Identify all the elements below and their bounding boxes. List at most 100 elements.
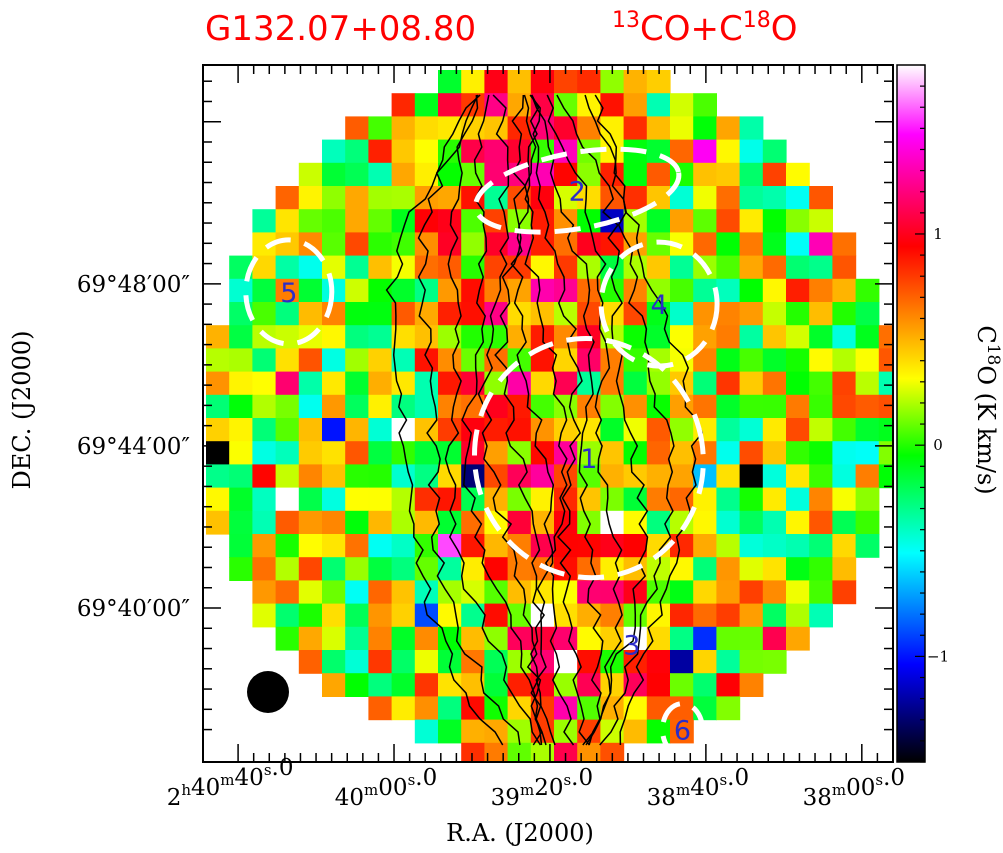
heatmap-cell [322,441,346,465]
heatmap-cell [786,534,810,558]
heatmap-cell [855,534,880,558]
heatmap-cell [786,603,810,628]
heatmap-cell [368,209,393,233]
heatmap-cell [832,418,857,442]
heatmap-cell [716,464,741,489]
heatmap-cell [438,487,462,512]
heatmap-cell [345,186,369,210]
heatmap-cell [530,418,555,442]
heatmap-cell [600,464,625,489]
heatmap-cell [739,580,764,605]
heatmap-cell [855,348,880,373]
heatmap-cell [414,557,439,581]
heatmap-cell [345,394,369,419]
heatmap-cell [855,394,880,419]
heatmap-cell [345,441,369,465]
heatmap-cell [275,348,300,373]
heatmap-cell [739,441,764,465]
heatmap-cell [252,302,277,326]
y-axis-label: DEC. (J2000) [8,331,36,490]
heatmap-cell [786,325,810,349]
heatmap-cell [832,487,857,512]
heatmap-cell [670,580,694,605]
heatmap-cell [554,719,578,744]
heatmap-cell [716,278,741,303]
heatmap-cell [646,441,671,465]
heatmap-cell [646,650,671,674]
heatmap-cell [786,626,810,651]
heatmap-cell [670,325,694,349]
heatmap-cell [716,255,741,280]
heatmap-cell [368,302,393,326]
heatmap-cell [206,510,230,535]
heatmap-cell [414,441,439,465]
heatmap-cell [670,441,694,465]
heatmap-cell [600,348,625,373]
heatmap-cell [275,487,300,512]
heatmap-cell [507,302,532,326]
heatmap-cell [530,580,555,605]
heatmap-cell [855,278,880,303]
heatmap-cell [739,278,764,303]
heatmap-cell [345,325,369,349]
heatmap-cell [762,418,787,442]
heatmap-cell [484,348,509,373]
contour-line [477,94,543,746]
heatmap-cell [368,186,393,210]
heatmap-cell [600,510,625,535]
heatmap-cell [368,580,393,605]
heatmap-cell [414,650,439,674]
heatmap-cell [484,441,509,465]
heatmap-cell [670,603,694,628]
clump-label: 1 [580,444,597,475]
heatmap-cell [554,70,578,94]
heatmap-cell [762,534,787,558]
heatmap-cell [762,603,787,628]
heatmap-cell [368,418,393,442]
heatmap-cell [345,626,369,651]
heatmap-cell [252,580,277,605]
heatmap-cell [832,278,857,303]
heatmap-cell [693,93,717,117]
heatmap-cell [623,162,648,187]
heatmap-cell [693,580,717,605]
heatmap-cell [391,116,416,141]
colorbar-frame [896,64,926,763]
heatmap-cell [577,302,601,326]
heatmap-cell [762,487,787,512]
heatmap-cell [577,673,601,697]
heatmap-cell [832,255,857,280]
heatmap-cell [809,603,833,628]
heatmap-cell [693,487,717,512]
heatmap-cell [786,255,810,280]
clump-label: 6 [674,716,691,747]
heatmap-cell [855,487,880,512]
heatmap-cell [507,673,532,697]
heatmap-cell [554,696,578,721]
heatmap-cell [716,116,741,141]
heatmap-cell [438,93,462,117]
heatmap-cell [554,116,578,141]
heatmap-cell [554,371,578,396]
heatmap-cell [507,464,532,489]
heatmap-cell [762,186,787,210]
heatmap-cell [693,162,717,187]
heatmap-cell [461,255,485,280]
heatmap-cell [577,371,601,396]
heatmap-cell [322,232,346,257]
heatmap-cell [368,232,393,257]
heatmap-cell [530,394,555,419]
heatmap-cell [670,418,694,442]
heatmap-cell [670,139,694,164]
heatmap-cell [298,162,323,187]
heatmap-cell [600,673,625,697]
heatmap-cell [206,441,230,465]
heatmap-cell [484,209,509,233]
heatmap-cell [762,464,787,489]
axis-ticks [203,65,893,762]
heatmap-cell [670,278,694,303]
heatmap-cell [368,534,393,558]
heatmap-cell [229,441,253,465]
heatmap-cell [623,302,648,326]
heatmap-cell [855,464,880,489]
